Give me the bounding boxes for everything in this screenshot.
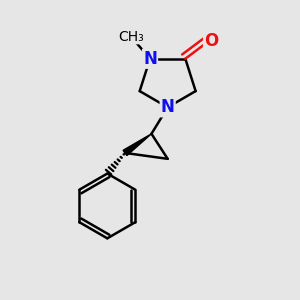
Text: O: O <box>204 32 218 50</box>
Text: N: N <box>161 98 175 116</box>
Polygon shape <box>123 134 152 156</box>
Text: CH₃: CH₃ <box>118 30 144 44</box>
Text: N: N <box>143 50 157 68</box>
